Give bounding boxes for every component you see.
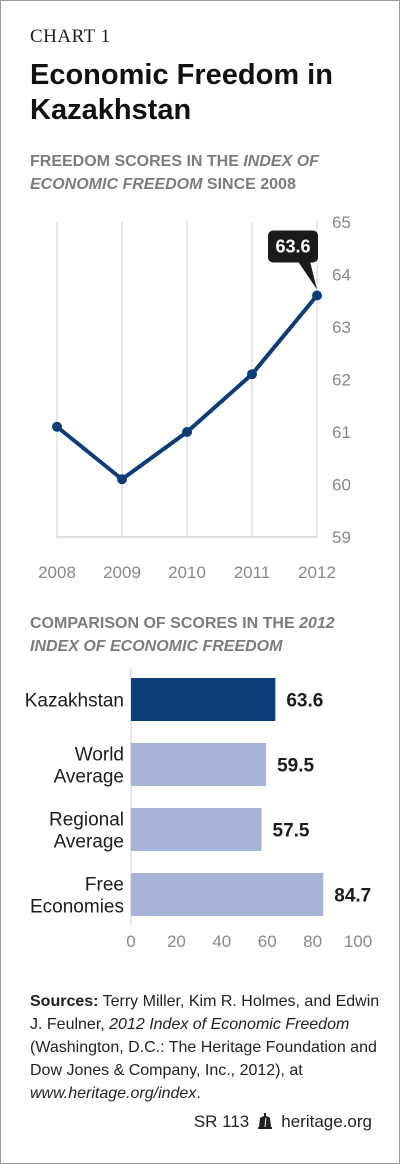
data-point <box>117 474 127 485</box>
sources-text-1: Terry Miller, Kim R. Holmes, and Edwin J… <box>30 993 380 1033</box>
bar-value-label: 84.7 <box>334 886 371 907</box>
bar-subtitle-italic: 2012 INDEX OF ECONOMIC FREEDOM <box>30 615 335 655</box>
y-tick-label: 61 <box>332 423 351 442</box>
x-tick-label: 80 <box>303 932 322 951</box>
callout-pointer <box>298 261 317 290</box>
bar-value-label: 59.5 <box>277 756 314 777</box>
x-tick-label: 0 <box>126 932 135 951</box>
bar-category-label: Kazakhstan <box>25 691 124 712</box>
x-tick-label: 2009 <box>103 563 141 582</box>
line-subtitle-italic: INDEX OF ECONOMIC FREEDOM <box>30 153 319 193</box>
x-tick-label: 2012 <box>298 563 336 582</box>
sources-italic-2: www.heritage.org/index <box>30 1085 197 1102</box>
line-chart-subtitle: FREEDOM SCORES IN THE INDEX OF ECONOMIC … <box>30 150 370 196</box>
bar <box>131 678 276 721</box>
bar-category-label: Regional <box>49 810 124 831</box>
bar-value-label: 57.5 <box>273 821 310 842</box>
line-subtitle-text-2: SINCE 2008 <box>202 176 296 193</box>
bar <box>131 873 324 916</box>
x-tick-label: 2010 <box>168 563 206 582</box>
line-subtitle-text-1: FREEDOM SCORES IN THE <box>30 153 244 170</box>
data-point <box>52 421 62 432</box>
x-tick-label: 20 <box>167 932 186 951</box>
data-point <box>247 369 257 380</box>
site-link[interactable]: heritage.org <box>281 1112 372 1131</box>
y-tick-label: 63 <box>332 318 351 337</box>
y-tick-label: 60 <box>332 476 351 495</box>
chart-number-label: CHART 1 <box>30 26 111 47</box>
x-tick-label: 100 <box>344 932 372 951</box>
y-tick-label: 59 <box>332 528 351 547</box>
y-tick-label: 62 <box>332 371 351 390</box>
bar <box>131 743 267 786</box>
footer: SR 113 heritage.org <box>194 1112 372 1132</box>
callout-box <box>268 230 318 263</box>
callout-label: 63.6 <box>275 237 310 257</box>
bar-chart: 63.6Kazakhstan59.5WorldAverage57.5Region… <box>25 668 372 951</box>
sources-italic-1: 2012 Index of Economic Freedom <box>109 1016 350 1033</box>
x-tick-label: 2011 <box>234 563 271 582</box>
data-point <box>182 427 192 437</box>
y-tick-label: 65 <box>332 213 351 232</box>
bar-category-label: World <box>75 745 124 766</box>
sources-note: Sources: Terry Miller, Kim R. Holmes, an… <box>30 990 380 1105</box>
x-tick-label: 2008 <box>38 563 76 582</box>
bar-value-label: 63.6 <box>286 691 323 712</box>
x-tick-label: 60 <box>258 932 277 951</box>
y-tick-label: 64 <box>332 266 351 285</box>
bar <box>131 808 262 851</box>
bar-category-label: Average <box>54 832 124 853</box>
bar-category-label: Economies <box>30 897 124 918</box>
line-chart: 59 60 61 62 63 64 65 2008 2009 2010 2011 2012 63.6 <box>38 213 351 582</box>
page-title: Economic Freedom in Kazakhstan <box>30 59 333 126</box>
x-tick-label: 40 <box>212 932 231 951</box>
liberty-bell-icon <box>258 1113 273 1129</box>
sources-text-2: (Washington, D.C.: The Heritage Foundati… <box>30 1039 377 1079</box>
sources-label: Sources: <box>30 993 99 1010</box>
sources-text-3: . <box>196 1085 201 1102</box>
bar-subtitle-text-1: COMPARISON OF SCORES IN THE <box>30 615 300 632</box>
bar-category-label: Free <box>85 875 124 896</box>
data-point <box>312 290 322 301</box>
report-code: SR 113 <box>193 1112 250 1131</box>
bar-chart-subtitle: COMPARISON OF SCORES IN THE 2012 INDEX O… <box>30 612 380 658</box>
bar-category-label: Average <box>54 767 124 788</box>
